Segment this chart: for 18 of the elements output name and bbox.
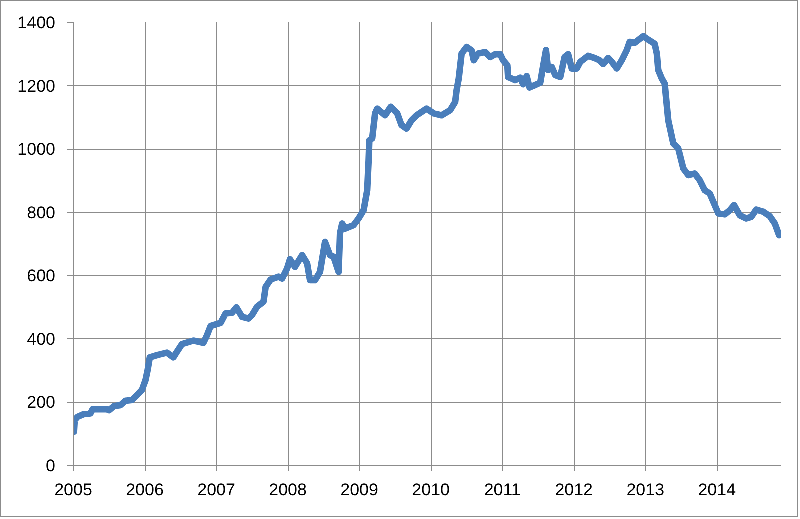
- x-tick-label: 2014: [698, 480, 736, 500]
- x-tick-label: 2013: [626, 480, 665, 500]
- y-tick-label: 800: [27, 203, 56, 222]
- x-tick-label: 2010: [412, 480, 450, 500]
- x-tick-label: 2005: [54, 480, 92, 500]
- x-tick-label: 2009: [340, 480, 378, 500]
- y-tick-label: 1400: [18, 14, 56, 32]
- y-tick-label: 1200: [18, 76, 56, 96]
- x-tick-label: 2007: [198, 480, 236, 500]
- y-tick-label: 200: [27, 393, 56, 412]
- x-tick-label: 2012: [555, 480, 594, 500]
- y-tick-label: 400: [27, 330, 56, 349]
- y-tick-label: 0: [46, 456, 56, 476]
- y-tick-label: 1000: [18, 140, 56, 160]
- x-tick-label: 2006: [126, 480, 164, 500]
- x-tick-label: 2011: [484, 480, 521, 500]
- y-tick-label: 600: [27, 266, 56, 286]
- x-tick-label: 2008: [269, 480, 307, 500]
